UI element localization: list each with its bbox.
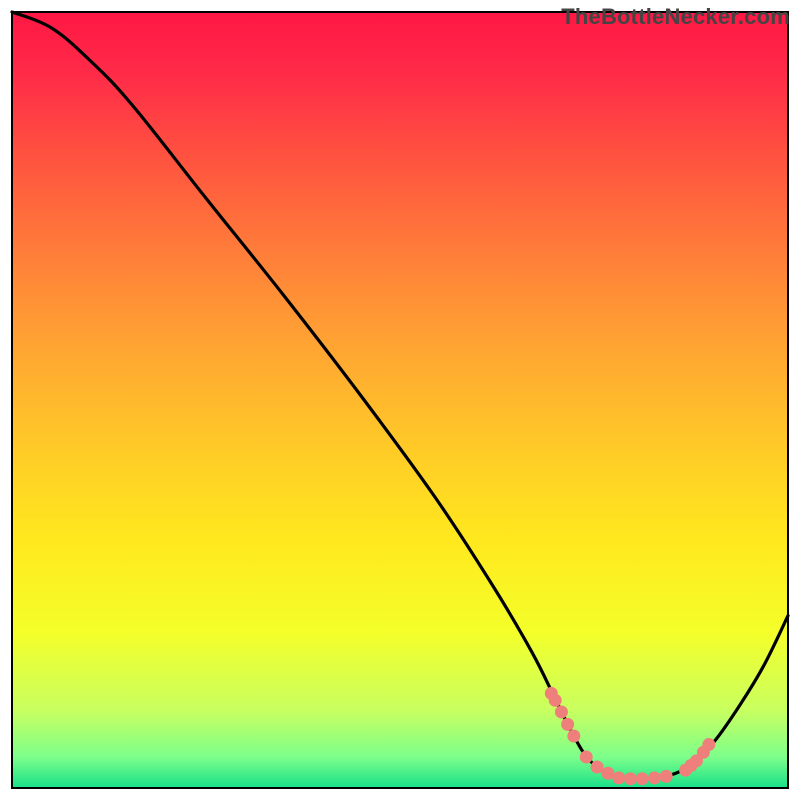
scatter-point: [555, 705, 568, 718]
plot-background: [12, 12, 788, 788]
scatter-point: [648, 771, 661, 784]
scatter-point: [567, 730, 580, 743]
scatter-point: [561, 718, 574, 731]
scatter-point: [591, 761, 604, 774]
scatter-point: [624, 772, 637, 785]
watermark-text: TheBottleNecker.com: [561, 4, 790, 30]
scatter-point: [702, 738, 715, 751]
bottleneck-chart: [0, 0, 800, 800]
scatter-point: [636, 772, 649, 785]
scatter-point: [612, 771, 625, 784]
scatter-point: [660, 770, 673, 783]
scatter-point: [549, 694, 562, 707]
scatter-point: [580, 750, 593, 763]
